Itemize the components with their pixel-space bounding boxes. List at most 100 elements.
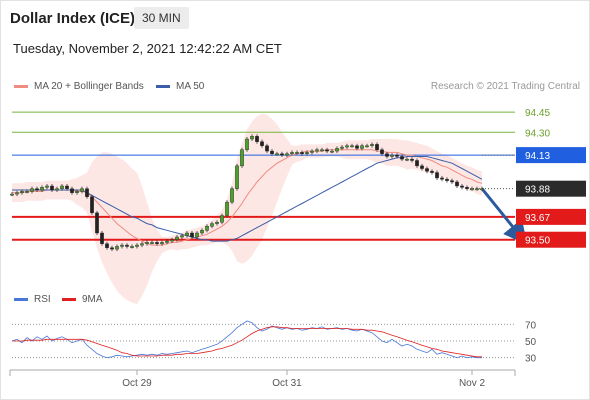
candle-body (410, 158, 414, 161)
candle-body (15, 192, 19, 195)
candle-body (345, 145, 349, 148)
candle-body (190, 232, 194, 238)
candle-body (215, 222, 219, 224)
candle-body (30, 188, 34, 192)
candle-body (95, 212, 99, 234)
candle-body (100, 232, 104, 244)
legend-ma50: MA 50 (156, 81, 204, 92)
candle-body (10, 193, 14, 196)
candle-body (310, 150, 314, 153)
legend-rsi: RSI (14, 294, 51, 305)
candle-body (65, 185, 69, 189)
candle-body (240, 149, 244, 167)
legend-rsi-swatch (14, 298, 28, 301)
candle-body (320, 149, 324, 152)
candle-body (315, 149, 319, 152)
candle-body (160, 242, 164, 244)
legend-ma20: MA 20 + Bollinger Bands (14, 81, 144, 92)
level-label-94.45: 94.45 (525, 108, 550, 119)
legend-ma20-label: MA 20 + Bollinger Bands (34, 81, 144, 92)
timeframe-badge[interactable]: 30 MIN (134, 7, 189, 29)
x-tick-label: Oct 31 (272, 378, 302, 389)
candle-body (80, 188, 84, 192)
candle-body (300, 152, 304, 154)
level-tag-94.13 (516, 147, 586, 164)
x-tick-label: Nov 2 (459, 378, 486, 389)
candle-body (45, 185, 49, 188)
legend-ma9: 9MA (62, 294, 103, 305)
candle-body (400, 156, 404, 160)
rsi-tick-70: 70 (525, 320, 537, 331)
candle-body (305, 152, 309, 154)
candle-body (75, 191, 79, 193)
candle-body (445, 179, 449, 181)
legend-ma50-swatch (156, 85, 170, 88)
candle-body (40, 187, 44, 191)
candle-body (165, 240, 169, 243)
rsi-tick-50: 50 (525, 337, 537, 348)
candle-body (385, 153, 389, 157)
level-label-94.13: 94.13 (525, 151, 550, 162)
legend-ma50-label: MA 50 (176, 81, 205, 92)
bollinger-band (12, 113, 482, 305)
candle-body (260, 141, 264, 146)
level-tag-93.88 (516, 180, 586, 197)
candle-body (90, 196, 94, 214)
candle-body (350, 145, 354, 148)
candle-body (25, 191, 29, 193)
candle-body (435, 172, 439, 179)
candle-body (200, 230, 204, 234)
candle-body (405, 158, 409, 161)
candle-body (120, 244, 124, 247)
candle-body (355, 145, 359, 149)
candle-body (195, 232, 199, 238)
candle-body (325, 149, 329, 152)
candle-body (180, 235, 184, 238)
credit-label: Research © 2021 Trading Central (430, 81, 580, 92)
candle-body (225, 201, 229, 216)
ma9-line (12, 326, 482, 358)
level-label-93.67: 93.67 (525, 213, 550, 224)
candle-body (330, 150, 334, 153)
candle-body (60, 185, 64, 189)
candle-body (35, 188, 39, 191)
candle-body (145, 242, 149, 244)
candle-body (250, 136, 254, 140)
candle-body (175, 236, 179, 240)
candle-body (395, 154, 399, 157)
candle-body (220, 215, 224, 223)
candle-body (135, 244, 139, 247)
candle-body (280, 153, 284, 156)
candle-body (440, 177, 444, 180)
candle-body (265, 145, 269, 152)
candle-body (375, 144, 379, 150)
legend-rsi-label: RSI (34, 294, 51, 305)
candle-body (85, 188, 89, 197)
candle-body (470, 188, 474, 191)
candle-body (245, 138, 249, 150)
candle-body (130, 246, 134, 248)
candle-body (255, 136, 259, 142)
candle-body (270, 150, 274, 154)
candle-body (235, 165, 239, 189)
candle-body (335, 148, 339, 152)
candle-body (415, 160, 419, 167)
candle-body (210, 223, 214, 227)
candle-body (455, 181, 459, 187)
candle-body (115, 246, 119, 250)
candle-body (425, 168, 429, 172)
legend-ma20-swatch (14, 85, 28, 88)
candle-body (420, 165, 424, 169)
projection-arrow (480, 187, 528, 246)
candle-body (155, 242, 159, 244)
legend-ma9-swatch (62, 298, 76, 301)
ma20-line (12, 149, 483, 246)
candle-body (365, 145, 369, 148)
candle-body (150, 242, 154, 244)
candle-body (285, 153, 289, 156)
candle-body (50, 185, 54, 191)
level-label-93.88: 93.88 (525, 185, 550, 196)
candle-body (450, 180, 454, 183)
candle-body (230, 188, 234, 203)
